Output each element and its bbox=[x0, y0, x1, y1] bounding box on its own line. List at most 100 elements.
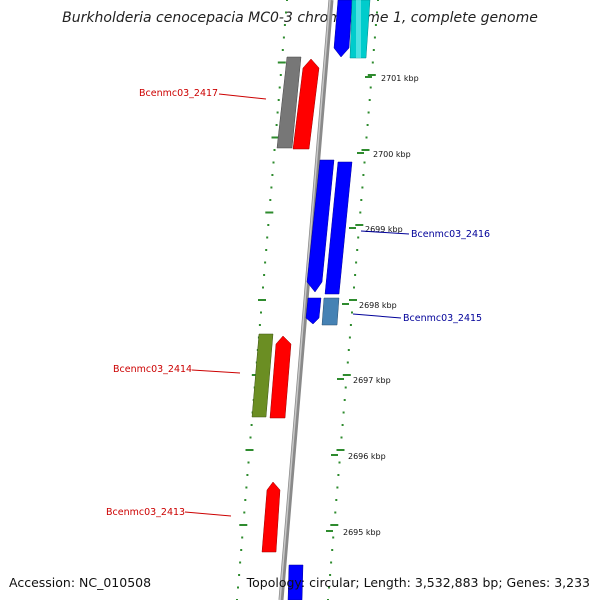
tick-label-2695: 2695 kbp bbox=[343, 528, 381, 537]
gene-label-2416[interactable]: Bcenmc03_2416 bbox=[411, 229, 490, 240]
gc-track-dot bbox=[258, 324, 261, 326]
gc-track-dot bbox=[281, 49, 284, 51]
gc-track-dot bbox=[346, 361, 349, 364]
gc-track-dot bbox=[278, 86, 281, 89]
gene-feature-red-2414[interactable] bbox=[269, 335, 292, 419]
gc-track-dot bbox=[270, 186, 273, 189]
accession-text: Accession: NC_010508 bbox=[9, 575, 152, 590]
gc-track-dot bbox=[353, 286, 355, 289]
gc-track-dot bbox=[334, 511, 337, 514]
leader-2414 bbox=[191, 369, 241, 374]
gc-track-dot bbox=[369, 86, 372, 89]
tick-label-2701: 2701 kbp bbox=[381, 74, 419, 83]
gc-track-dot bbox=[376, 11, 378, 14]
gc-track-dot bbox=[336, 449, 345, 451]
gene-feature-steel-2415[interactable] bbox=[321, 297, 340, 326]
gc-track-dot bbox=[277, 99, 280, 101]
gc-track-dot bbox=[262, 286, 264, 289]
gene-label-2415[interactable]: Bcenmc03_2415 bbox=[403, 313, 482, 324]
gc-track-dot bbox=[240, 549, 243, 551]
gc-track-dot bbox=[349, 299, 357, 301]
gc-track-dot bbox=[357, 236, 360, 239]
tick-2696: 2696 kbp bbox=[331, 452, 386, 461]
gc-track-dot bbox=[285, 11, 287, 14]
gc-track-dot bbox=[328, 586, 330, 589]
gc-track-dot bbox=[258, 299, 266, 301]
gene-feature-blue-2416a[interactable] bbox=[306, 159, 335, 293]
tick-2701: 2701 kbp bbox=[365, 74, 419, 83]
gene-label-2417[interactable]: Bcenmc03_2417 bbox=[139, 88, 218, 99]
gc-track-dot bbox=[373, 36, 376, 39]
gene-feature-blue-top[interactable] bbox=[333, 0, 353, 58]
tick-2699: 2699 kbp bbox=[349, 225, 403, 234]
gc-track-dot bbox=[265, 211, 274, 214]
gene-label-2414[interactable]: Bcenmc03_2414 bbox=[113, 364, 192, 375]
gc-track-dot bbox=[367, 74, 376, 76]
gc-track-dot bbox=[263, 274, 266, 276]
gc-track-dot bbox=[371, 61, 374, 64]
gc-track-dot bbox=[273, 149, 276, 151]
gc-track-dot bbox=[269, 199, 272, 201]
gc-track-dot bbox=[344, 386, 347, 389]
gc-track-dot bbox=[368, 99, 371, 101]
gc-track-dot bbox=[267, 224, 270, 226]
gc-track-dot bbox=[246, 474, 249, 476]
tick-label-2698: 2698 kbp bbox=[359, 301, 397, 310]
map-title: Burkholderia cenocepacia MC0-3 chromosom… bbox=[62, 10, 538, 26]
gc-track-dot bbox=[331, 549, 334, 551]
gc-track-dot bbox=[265, 249, 268, 251]
gc-track-dot bbox=[250, 424, 253, 426]
gc-track-dot bbox=[354, 274, 357, 276]
gc-track-dot bbox=[245, 486, 248, 489]
gene-feature-blue-2416b[interactable] bbox=[324, 161, 353, 295]
gc-track-dot bbox=[260, 311, 262, 314]
gc-track-dot bbox=[282, 36, 285, 39]
leader-2413 bbox=[184, 511, 232, 517]
gc-track-dot bbox=[359, 211, 362, 214]
gene-feature-red-2417[interactable] bbox=[292, 58, 320, 150]
gc-track-dot bbox=[283, 24, 286, 26]
gc-track-dot bbox=[342, 374, 351, 376]
gc-track-dot bbox=[249, 436, 252, 439]
gc-track-dot bbox=[366, 124, 369, 126]
gc-track-dot bbox=[271, 136, 280, 139]
gene-feature-gray-2417[interactable] bbox=[276, 56, 302, 149]
gc-track-dot bbox=[337, 474, 340, 476]
gc-track-dot bbox=[343, 399, 346, 401]
tick-label-2696: 2696 kbp bbox=[348, 452, 386, 461]
gc-track-dot bbox=[338, 461, 341, 464]
gc-track-dot bbox=[241, 536, 244, 539]
gc-track-dot bbox=[275, 124, 278, 126]
gc-track-dot bbox=[279, 74, 282, 76]
gc-track-dot bbox=[237, 586, 239, 589]
gene-feature-olive-2414[interactable] bbox=[251, 333, 274, 418]
gc-track-dot bbox=[335, 499, 338, 501]
gc-track-dot bbox=[238, 574, 241, 576]
gc-track-dot bbox=[239, 561, 242, 564]
leader-2416 bbox=[360, 230, 410, 235]
leader-2417 bbox=[218, 93, 267, 100]
gc-track-dot bbox=[361, 149, 370, 151]
gc-track-dot bbox=[374, 24, 377, 26]
gc-track-dot bbox=[276, 111, 279, 114]
gc-track-dot bbox=[330, 561, 333, 564]
gc-track-dot bbox=[239, 524, 248, 526]
gc-track-dot bbox=[245, 449, 254, 451]
gc-track-dot bbox=[264, 261, 267, 264]
gc-track-dot bbox=[277, 61, 286, 64]
tick-label-2697: 2697 kbp bbox=[353, 376, 391, 385]
gc-track-dot bbox=[272, 161, 275, 164]
gc-track-dot bbox=[271, 174, 274, 176]
gene-feature-blue-bottom[interactable] bbox=[287, 564, 304, 600]
gene-label-2413[interactable]: Bcenmc03_2413 bbox=[106, 507, 185, 518]
gc-track-dot bbox=[367, 111, 370, 114]
leader-2415 bbox=[352, 313, 402, 319]
gene-feature-blue-2415[interactable] bbox=[305, 297, 322, 325]
gc-track-dot bbox=[349, 324, 352, 326]
gc-track-dot bbox=[361, 186, 364, 189]
gc-track-dot bbox=[244, 499, 247, 501]
genome-summary-text: Topology: circular; Length: 3,532,883 bp… bbox=[246, 575, 590, 590]
tick-2697: 2697 kbp bbox=[337, 376, 391, 385]
gene-feature-red-2413[interactable] bbox=[261, 481, 281, 553]
